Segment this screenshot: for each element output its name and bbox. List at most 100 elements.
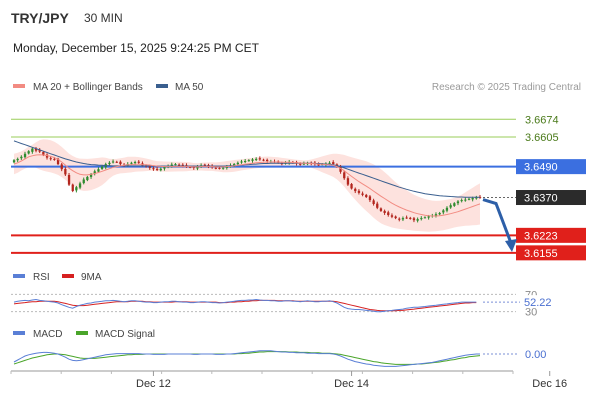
candle-down	[368, 196, 372, 201]
candle-up	[438, 213, 441, 215]
time-tick-label: Dec 16	[532, 378, 567, 390]
candle-up	[23, 153, 27, 158]
candle-down	[203, 164, 206, 166]
support-label: 3.6223	[524, 230, 558, 242]
candle-up	[420, 218, 423, 220]
candle-down	[42, 152, 45, 155]
rsi-last-label: 52.22	[524, 297, 552, 309]
candle-up	[471, 198, 474, 200]
candle-down	[181, 164, 184, 166]
candle-up	[159, 168, 162, 171]
pair-title: TRY/JPY	[11, 10, 69, 26]
candle-down	[299, 163, 302, 165]
candle-up	[255, 158, 258, 160]
macd-signal-legend-label: MACD Signal	[95, 329, 155, 340]
candle-up	[222, 167, 225, 169]
candle-up	[233, 164, 236, 166]
candle-down	[262, 159, 265, 161]
rsi-line	[13, 298, 477, 313]
candle-up	[163, 167, 166, 169]
candle-down	[339, 166, 342, 172]
macd-legend-label: MACD	[33, 329, 62, 340]
candle-up	[475, 197, 478, 199]
candle-down	[64, 168, 67, 175]
candle-up	[240, 161, 243, 163]
candle-up	[467, 198, 471, 200]
candle-down	[343, 172, 346, 179]
candle-down	[346, 178, 350, 185]
candle-up	[20, 156, 23, 159]
candle-up	[100, 166, 104, 169]
time-axis: Dec 12 Dec 14 Dec 16	[10, 371, 567, 390]
last-price-tag	[516, 190, 586, 206]
candle-up	[196, 166, 199, 169]
level-lines	[11, 118, 516, 254]
credit-label: Research © 2025 Trading Central	[432, 82, 581, 93]
candle-up	[247, 160, 250, 162]
candle-up	[464, 199, 467, 201]
rsi-last-bg	[520, 295, 556, 309]
support-tag	[516, 245, 586, 261]
candle-up	[434, 214, 438, 217]
candle-down	[266, 159, 269, 161]
candle-up	[93, 171, 96, 174]
rsi-ma-legend-label: 9MA	[81, 272, 102, 283]
macd-panel: 0.00	[13, 349, 546, 367]
candle-down	[218, 167, 221, 169]
candle-down	[412, 218, 416, 221]
candle-down	[71, 184, 74, 191]
candle-down	[478, 196, 482, 198]
rsi-legend-label: RSI	[33, 272, 50, 283]
candle-up	[445, 207, 449, 211]
candle-up	[401, 218, 405, 220]
ma50-line	[13, 140, 480, 198]
candle-down	[56, 158, 60, 165]
candle-down	[350, 184, 353, 189]
candle-down	[379, 208, 383, 211]
support-label: 3.6155	[524, 248, 558, 260]
ma20-line	[13, 154, 481, 217]
candle-down	[405, 217, 408, 219]
candle-up	[16, 158, 19, 161]
candle-down	[53, 158, 56, 160]
candle-down	[119, 161, 122, 165]
candle-up	[86, 176, 89, 181]
candle-up	[12, 160, 16, 163]
timeframe-label: 30 MIN	[84, 11, 123, 25]
candle-up	[453, 203, 456, 206]
pivot-tag	[516, 159, 586, 175]
rsi-ref-label: 30	[525, 307, 537, 319]
candle-down	[372, 200, 375, 204]
candle-up	[31, 148, 34, 152]
candle-down	[189, 166, 192, 168]
candle-down	[361, 193, 364, 195]
forecast-arrow	[482, 198, 517, 252]
candle-down	[357, 190, 361, 193]
candle-up	[302, 163, 305, 165]
candle-up	[427, 216, 430, 218]
resistance-label: 3.6674	[525, 114, 559, 126]
candle-up	[97, 169, 100, 172]
candle-down	[49, 158, 52, 160]
candle-up	[225, 166, 228, 168]
level-tags: 3.6674 3.6605 3.6490 3.6370 3.6223 3.6155	[516, 114, 586, 261]
rsi-panel: 703052.22	[11, 289, 556, 319]
macd-zero-label: 0.00	[525, 349, 546, 361]
candle-down	[365, 194, 368, 197]
candle-down	[45, 154, 49, 158]
candle-up	[449, 205, 452, 208]
candle-up	[328, 162, 331, 164]
ma20-legend-swatch	[13, 84, 25, 88]
candle-down	[148, 166, 151, 168]
candle-up	[174, 164, 177, 166]
candle-down	[409, 217, 412, 219]
candle-down	[354, 188, 357, 192]
candle-down	[34, 148, 38, 151]
candle-up	[82, 179, 85, 184]
candle-up	[460, 200, 463, 202]
candle-down	[156, 168, 159, 170]
support-tag	[516, 227, 586, 243]
candle-down	[387, 212, 390, 215]
pivot-label: 3.6490	[524, 162, 558, 174]
